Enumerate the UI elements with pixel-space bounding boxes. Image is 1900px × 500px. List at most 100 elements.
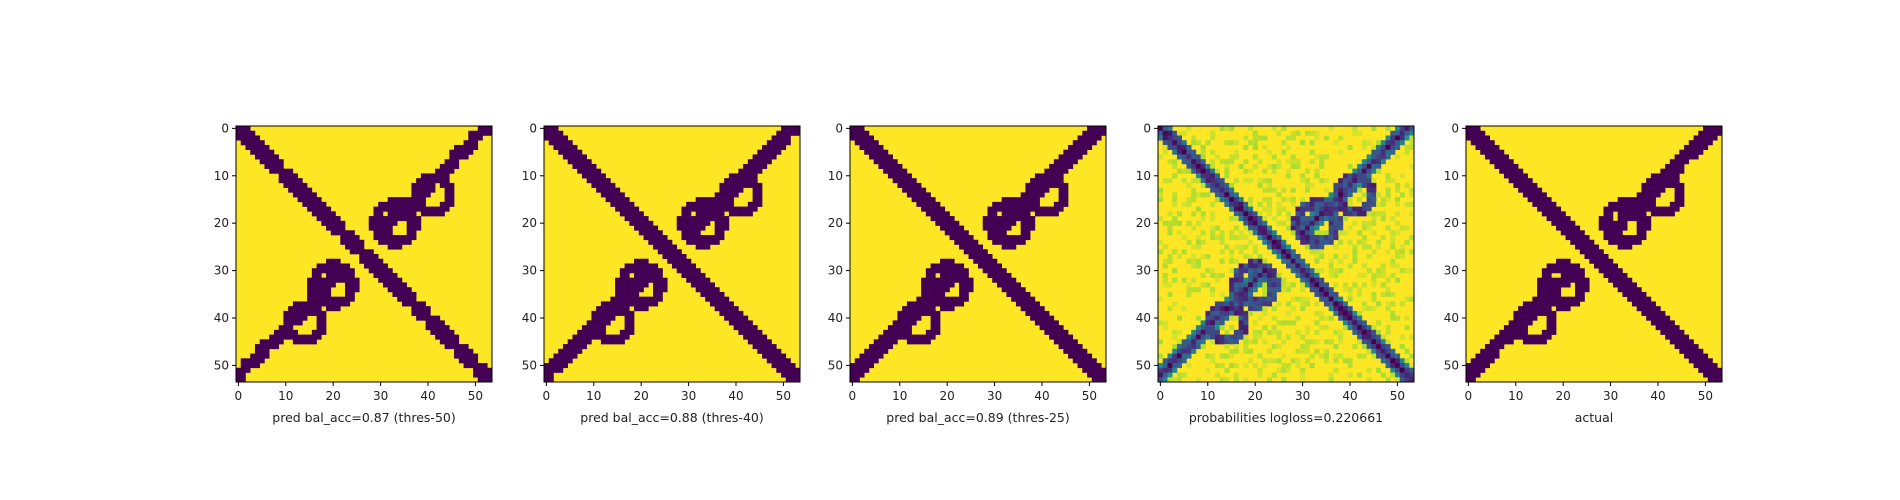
heatmap-cell <box>1295 254 1301 260</box>
heatmap-cell <box>411 197 417 203</box>
heatmap-cell <box>1323 216 1329 222</box>
heatmap-cell <box>1371 187 1377 193</box>
heatmap-cell <box>954 301 960 307</box>
heatmap-cell <box>345 291 351 297</box>
heatmap-cell <box>444 344 450 350</box>
heatmap-cell <box>1309 249 1315 255</box>
heatmap-cell <box>345 282 351 288</box>
heatmap-cell <box>1191 258 1197 264</box>
heatmap-cell <box>1186 282 1192 288</box>
heatmap-cell <box>1641 192 1647 198</box>
heatmap-cell <box>1371 306 1377 312</box>
heatmap-cell <box>245 135 251 141</box>
heatmap-cell <box>1579 244 1585 250</box>
heatmap-cell <box>1333 140 1339 146</box>
heatmap-cell <box>681 235 687 241</box>
heatmap-cell <box>1399 268 1405 274</box>
heatmap-cell <box>1395 211 1401 217</box>
heatmap-cell <box>1612 268 1618 274</box>
heatmap-cell <box>330 230 336 236</box>
heatmap-cell <box>321 211 327 217</box>
heatmap-cell <box>728 315 734 321</box>
heatmap-cell <box>1281 254 1287 260</box>
heatmap-cell <box>1186 182 1192 188</box>
heatmap-cell <box>1191 211 1197 217</box>
heatmap-cell <box>387 287 393 293</box>
heatmap-cell <box>1612 225 1618 231</box>
heatmap-cell <box>629 296 635 302</box>
heatmap-cell <box>1243 310 1249 316</box>
heatmap-cell <box>987 272 993 278</box>
heatmap-cell <box>1684 149 1690 155</box>
heatmap-cell <box>1541 206 1547 212</box>
heatmap-cell <box>397 235 403 241</box>
heatmap-cell <box>1484 344 1490 350</box>
axes-frame <box>543 125 801 383</box>
heatmap-cell <box>1361 206 1367 212</box>
heatmap-cell <box>1233 348 1239 354</box>
heatmap-cell <box>1598 225 1604 231</box>
heatmap-cell <box>878 353 884 359</box>
heatmap-cell <box>1271 154 1277 160</box>
heatmap-cell <box>406 296 412 302</box>
heatmap-cell <box>1323 315 1329 321</box>
heatmap-cell <box>1612 272 1618 278</box>
heatmap-cell <box>1068 144 1074 150</box>
heatmap-cell <box>1319 239 1325 245</box>
heatmap-cell <box>1314 282 1320 288</box>
heatmap-cell <box>1333 310 1339 316</box>
heatmap-cell <box>392 287 398 293</box>
heatmap-cell <box>944 277 950 283</box>
heatmap-cell <box>1233 296 1239 302</box>
heatmap-cell <box>1025 197 1031 203</box>
heatmap-cell <box>634 282 640 288</box>
y-tick-label: 30 <box>828 264 843 278</box>
heatmap-cell <box>892 339 898 345</box>
heatmap-cell <box>1039 315 1045 321</box>
heatmap-cell <box>1233 178 1239 184</box>
heatmap-cell <box>572 344 578 350</box>
heatmap-cell <box>1233 149 1239 155</box>
heatmap-cell <box>850 377 856 383</box>
heatmap-cell <box>1361 159 1367 165</box>
heatmap-cell <box>1508 178 1514 184</box>
heatmap-cell <box>1162 377 1168 383</box>
heatmap-cell <box>1622 282 1628 288</box>
heatmap-cell <box>1210 168 1216 174</box>
heatmap-cell <box>1210 135 1216 141</box>
heatmap-cell <box>1158 377 1164 383</box>
heatmap-cell <box>629 310 635 316</box>
heatmap-cell <box>776 130 782 136</box>
heatmap-cell <box>1342 197 1348 203</box>
heatmap-cell <box>553 126 559 132</box>
heatmap-cell <box>1508 329 1514 335</box>
heatmap-cell <box>963 235 969 241</box>
heatmap-cell <box>1238 277 1244 283</box>
heatmap-cell <box>567 339 573 345</box>
heatmap-cell <box>1342 182 1348 188</box>
axes-frame <box>1157 125 1415 383</box>
heatmap-cell <box>1044 206 1050 212</box>
heatmap-cell <box>401 291 407 297</box>
heatmap-cell <box>1338 353 1344 359</box>
heatmap-cell <box>397 211 403 217</box>
heatmap-cell <box>1513 315 1519 321</box>
heatmap-cell <box>864 348 870 354</box>
heatmap-cell <box>615 306 621 312</box>
heatmap-cell <box>1357 187 1363 193</box>
heatmap-cell <box>297 320 303 326</box>
heatmap-cell <box>1267 182 1273 188</box>
heatmap-cell <box>420 201 426 207</box>
heatmap-cell <box>911 320 917 326</box>
heatmap-cell <box>1395 277 1401 283</box>
heatmap-cell <box>850 363 856 369</box>
heatmap-cell <box>1556 296 1562 302</box>
heatmap-cell <box>1357 291 1363 297</box>
heatmap-cell <box>1300 140 1306 146</box>
heatmap-cell <box>378 230 384 236</box>
heatmap-cell <box>1257 135 1263 141</box>
heatmap-cell <box>240 140 246 146</box>
heatmap-cell <box>1579 268 1585 274</box>
heatmap-cell <box>1186 348 1192 354</box>
heatmap-cell <box>795 372 801 378</box>
